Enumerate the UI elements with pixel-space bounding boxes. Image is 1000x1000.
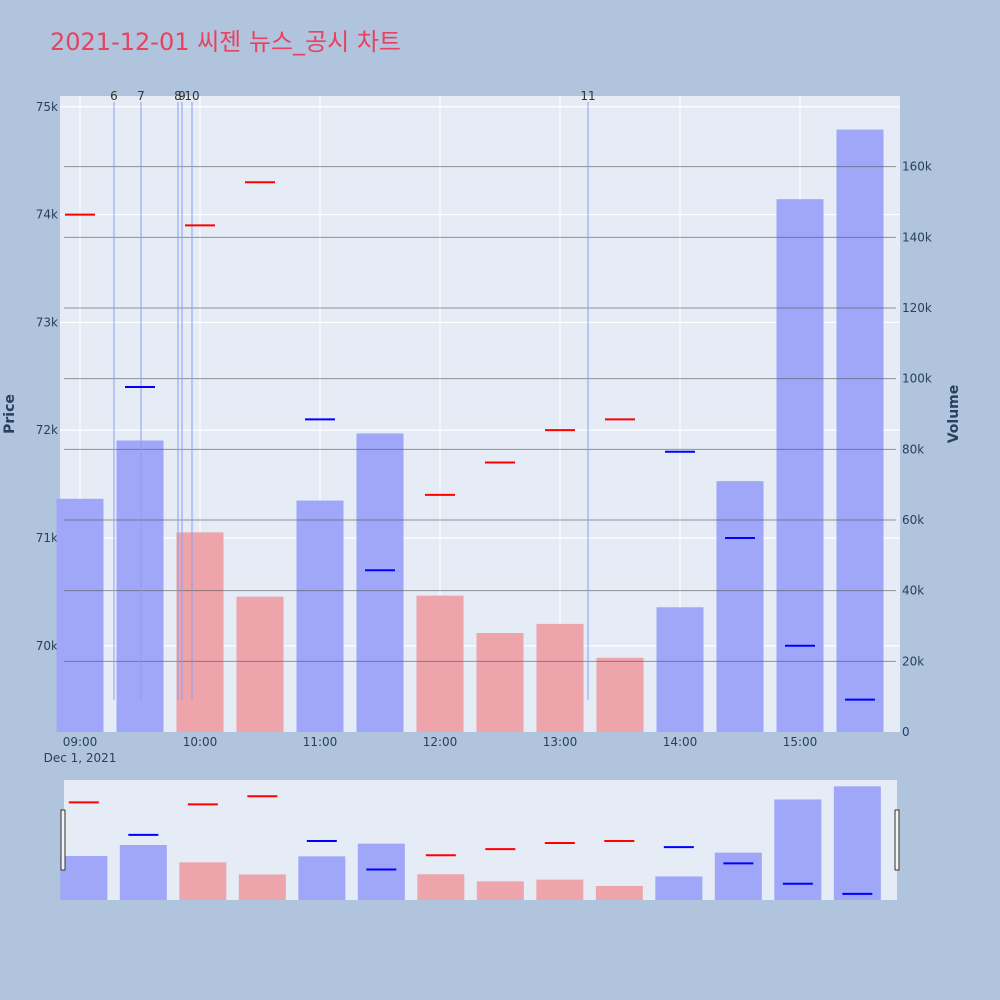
time-tick-label: 13:00	[543, 735, 578, 749]
slider-volume-bar	[357, 843, 405, 900]
news-marker-label: 11	[580, 89, 595, 103]
time-tick-label: 15:00	[783, 735, 818, 749]
volume-bar	[536, 623, 584, 732]
news-marker-label: 7	[137, 89, 145, 103]
main-plot[interactable]: 70k 71k 72k 73k 74k 75k 09:00 10:00 11:00 12:00 13…	[2, 89, 962, 765]
volume-tick-label: 160k	[902, 160, 932, 174]
slider-volume-bar	[714, 852, 762, 900]
time-tick-label: 10:00	[183, 735, 218, 749]
volume-bar	[356, 433, 404, 732]
slider-volume-bar	[774, 799, 822, 900]
slider-volume-bar	[179, 862, 227, 900]
volume-bar	[716, 481, 764, 732]
volume-bar	[416, 595, 464, 732]
date-label: Dec 1, 2021	[44, 751, 117, 765]
slider-volume-bar	[476, 881, 524, 900]
news-marker-label: 6	[110, 89, 118, 103]
chart-title: 2021-12-01 씨젠 뉴스_공시 차트	[50, 28, 402, 56]
volume-tick-label: 40k	[902, 584, 924, 598]
volume-bar	[596, 657, 644, 732]
slider-volume-bar	[536, 879, 584, 900]
news-marker-label: 8	[174, 89, 182, 103]
volume-bar	[56, 498, 104, 732]
volume-axis-title: Volume	[946, 385, 962, 444]
news-marker-label: 9	[178, 89, 186, 103]
news-marker-label: 10	[184, 89, 199, 103]
volume-bar	[296, 500, 344, 732]
slider-volume-bar	[238, 874, 286, 900]
slider-volume-bar	[119, 845, 167, 900]
slider-volume-bar	[595, 886, 643, 900]
slider-volume-bar	[833, 786, 881, 900]
slider-volume-bar	[655, 876, 703, 900]
price-tick-label: 73k	[36, 315, 58, 329]
volume-tick-label: 100k	[902, 372, 932, 386]
volume-bar	[176, 532, 224, 732]
volume-tick-label: 60k	[902, 513, 924, 527]
price-tick-label: 75k	[36, 100, 58, 114]
price-tick-label: 74k	[36, 208, 58, 222]
slider-volume-bar	[417, 874, 465, 900]
slider-volume-bar	[60, 856, 108, 900]
volume-bar	[116, 440, 164, 732]
range-slider[interactable]	[60, 780, 900, 900]
volume-bar	[836, 129, 884, 733]
time-tick-label: 09:00	[63, 735, 98, 749]
volume-tick-label: 120k	[902, 301, 932, 315]
price-axis-title: Price	[2, 394, 18, 434]
volume-tick-label: 20k	[902, 654, 924, 668]
time-tick-label: 11:00	[303, 735, 338, 749]
slider-handle-right[interactable]	[894, 809, 900, 871]
slider-volume-bar	[298, 856, 346, 900]
volume-bar	[776, 199, 824, 732]
volume-bar	[236, 596, 284, 732]
time-tick-label: 12:00	[423, 735, 458, 749]
price-tick-label: 70k	[36, 639, 58, 653]
time-tick-label: 14:00	[663, 735, 698, 749]
price-tick-label: 72k	[36, 423, 58, 437]
volume-tick-label: 80k	[902, 442, 924, 456]
volume-tick-label: 0	[902, 725, 910, 739]
volume-bar	[656, 607, 704, 732]
slider-handle-left[interactable]	[60, 809, 66, 871]
price-tick-label: 71k	[36, 531, 58, 545]
volume-tick-label: 140k	[902, 230, 932, 244]
volume-bar	[476, 633, 524, 732]
